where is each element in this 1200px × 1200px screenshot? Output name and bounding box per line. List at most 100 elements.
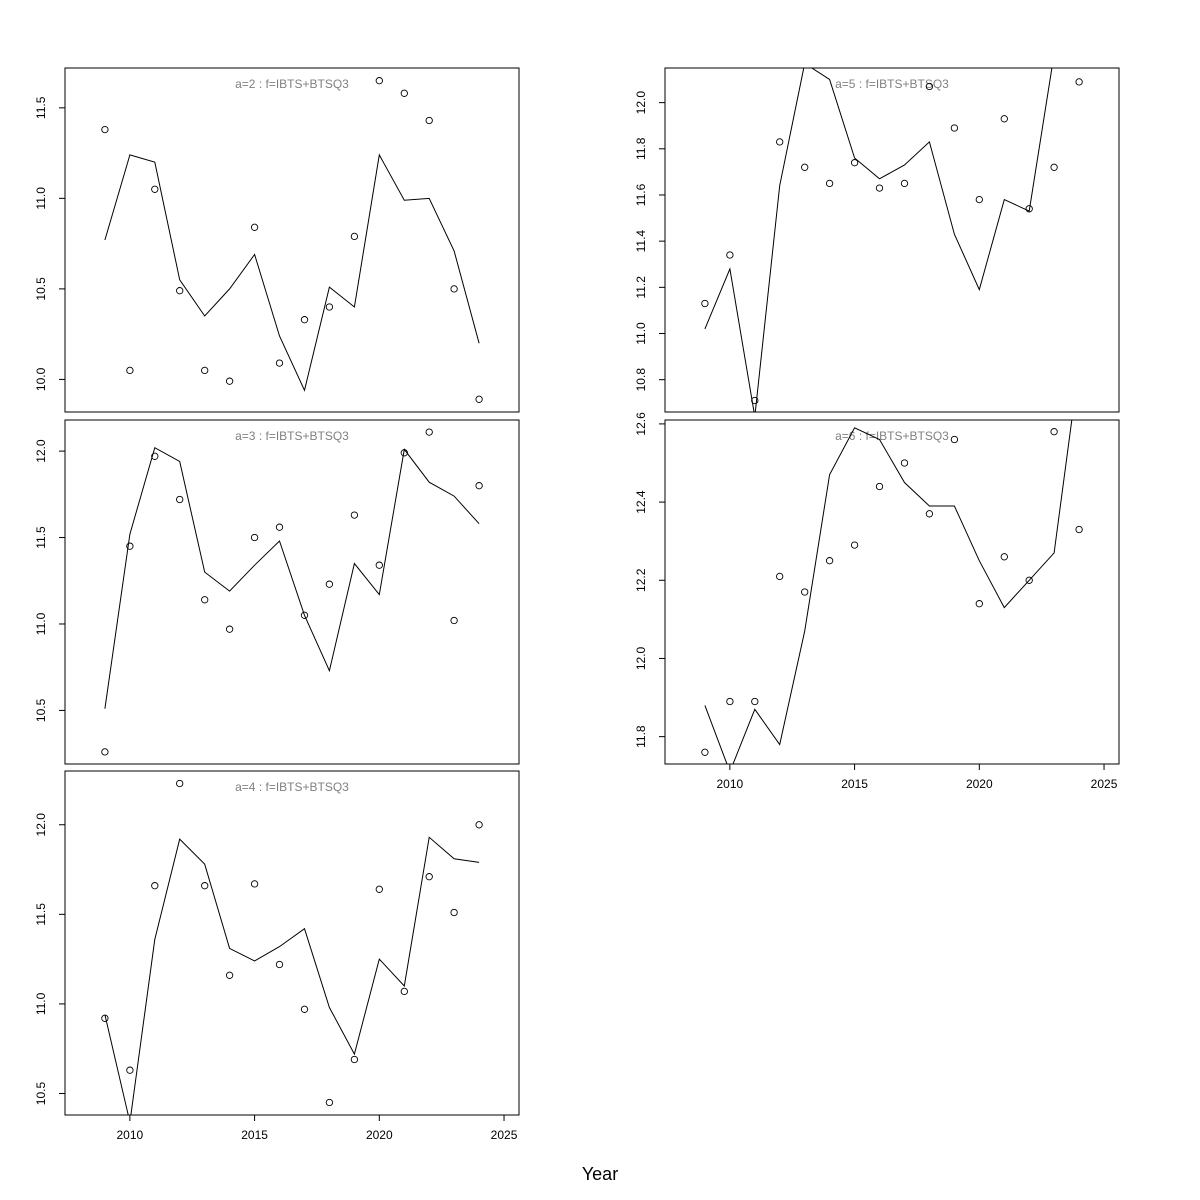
y-tick-label: 10.0: [34, 367, 48, 391]
observed-point: [250, 880, 259, 888]
observed-point: [801, 163, 809, 171]
observed-point: [250, 223, 259, 231]
panel-1: a=2 : f=IBTS+BTSQ3 10.0 10.5 11.0 11.5: [34, 67, 520, 413]
y-tick-label: 12.4: [634, 490, 648, 514]
fitted-line: [704, 420, 1073, 764]
observed-point: [300, 1005, 309, 1013]
plot-area: [101, 428, 483, 756]
y-tick-label: 10.5: [34, 698, 48, 722]
observed-point: [225, 377, 234, 385]
observed-point: [250, 533, 259, 542]
observed-point: [101, 748, 109, 756]
observed-point: [101, 125, 109, 134]
observed-point: [176, 779, 184, 788]
x-tick-label: 2010: [717, 777, 744, 791]
observed-point: [450, 285, 458, 293]
plot-area: [101, 779, 483, 1115]
y-tick-label: 11.0: [34, 612, 48, 635]
fitted-line: [104, 153, 480, 392]
x-tick-label: 2010: [117, 1128, 144, 1142]
plot-area: [101, 77, 483, 403]
observed-point: [176, 287, 184, 295]
observed-point: [850, 541, 859, 549]
observed-point: [975, 600, 983, 608]
observed-point: [350, 1055, 359, 1064]
observed-point: [1000, 553, 1008, 561]
observed-point: [825, 557, 834, 565]
observed-point: [875, 184, 884, 192]
observed-point: [850, 159, 859, 167]
plot-frame: [64, 770, 520, 1116]
y-tick-label: 12.6: [634, 412, 648, 436]
plot-frame: [64, 419, 520, 765]
observed-point: [375, 77, 383, 85]
y-tick-label: 11.8: [634, 137, 648, 160]
observed-point: [450, 908, 458, 917]
fitted-line: [104, 836, 480, 1115]
observed-point: [325, 1098, 334, 1107]
observed-point: [726, 251, 734, 259]
observed-point: [325, 580, 334, 588]
x-tick-label: 2020: [366, 1128, 393, 1142]
observed-point: [726, 697, 734, 706]
observed-point: [900, 179, 909, 188]
observed-point: [350, 511, 359, 519]
y-tick-label: 11.5: [34, 526, 48, 549]
observed-point: [701, 748, 709, 756]
observed-point: [1000, 115, 1008, 123]
observed-point: [450, 616, 458, 625]
observed-point: [1025, 576, 1033, 584]
x-tick-label: 2020: [966, 777, 993, 791]
observed-point: [375, 885, 383, 893]
y-tick-label: 11.8: [634, 725, 648, 748]
panel-title: a=4 : f=IBTS+BTSQ3: [235, 780, 349, 794]
panel-title: a=2 : f=IBTS+BTSQ3: [235, 77, 349, 91]
y-tick-label: 11.0: [634, 322, 648, 345]
fitted-line: [104, 446, 480, 709]
panel-4: a=5 : f=IBTS+BTSQ3 10.8 11.0 11.2 11.4 11.6 11…: [634, 67, 1120, 413]
observed-point: [950, 435, 959, 444]
y-tick-label: 10.5: [34, 277, 48, 301]
plot-area: [701, 420, 1083, 764]
observed-point: [475, 821, 483, 829]
observed-point: [1075, 525, 1083, 534]
y-tick-label: 12.0: [634, 91, 648, 115]
x-axis-label: Year: [582, 1164, 618, 1184]
observed-point: [400, 987, 408, 996]
observed-point: [1050, 163, 1058, 171]
plot-frame: [664, 67, 1120, 413]
plot-frame: [664, 419, 1120, 765]
observed-point: [151, 452, 159, 460]
y-tick-label: 11.6: [634, 183, 648, 206]
observed-point: [275, 359, 284, 367]
observed-point: [900, 459, 909, 467]
y-tick-label: 11.5: [34, 96, 48, 119]
observed-point: [375, 561, 383, 569]
panel-5: a=6 : f=IBTS+BTSQ3 11.8 12.0 12.2 12.4 12.6 20…: [634, 412, 1120, 791]
plot-area: [701, 68, 1083, 412]
observed-point: [475, 395, 483, 403]
observed-point: [825, 179, 834, 188]
x-tick-label: 2025: [1091, 777, 1118, 791]
observed-point: [400, 89, 408, 97]
observed-point: [1025, 205, 1033, 213]
y-tick-label: 10.8: [634, 368, 648, 392]
fitted-line: [704, 68, 1053, 412]
observed-point: [950, 124, 959, 132]
y-tick-label: 11.5: [34, 903, 48, 926]
observed-point: [126, 542, 134, 550]
observed-point: [776, 138, 784, 146]
observed-point: [325, 303, 334, 311]
observed-point: [925, 510, 934, 518]
panel-title: a=5 : f=IBTS+BTSQ3: [835, 77, 949, 91]
y-tick-label: 12.0: [34, 813, 48, 837]
observed-point: [151, 882, 159, 890]
x-tick-label: 2015: [841, 777, 868, 791]
observed-point: [425, 116, 433, 125]
observed-point: [201, 596, 209, 604]
y-tick-label: 12.0: [34, 439, 48, 463]
observed-point: [350, 232, 359, 241]
observed-point: [126, 366, 134, 375]
